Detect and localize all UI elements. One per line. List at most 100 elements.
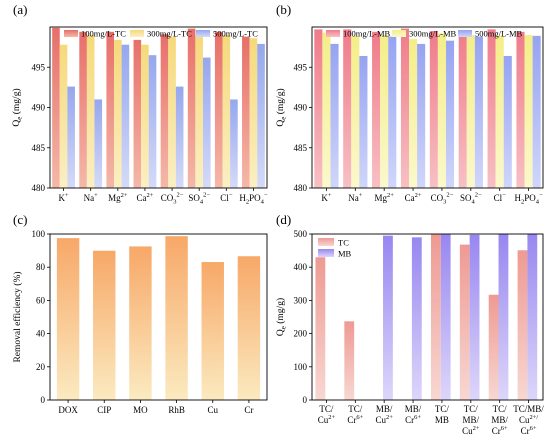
x-tick-label: CO32− <box>431 192 454 206</box>
x-tick-label: SO42− <box>188 192 210 206</box>
bar <box>516 31 525 188</box>
bar <box>409 39 418 189</box>
bar <box>160 34 169 189</box>
bar <box>488 294 499 400</box>
y-tick-label: 500 <box>294 229 308 239</box>
y-tick-label: 40 <box>36 329 46 339</box>
bar <box>527 234 538 400</box>
x-tick-label: Cl− <box>494 192 507 203</box>
y-tick-label: 480 <box>32 183 46 193</box>
legend-swatch <box>196 30 210 37</box>
x-tick-label: CO32− <box>161 192 184 206</box>
bar <box>165 236 188 400</box>
x-tick-label: MB/ <box>376 404 393 414</box>
y-tick-label: 0 <box>41 395 46 405</box>
bar <box>359 55 368 189</box>
plot-frame <box>311 233 544 401</box>
y-axis-label: Removal efficiency (%) <box>12 271 23 362</box>
bar <box>524 35 533 188</box>
x-tick-label: CIP <box>97 405 111 415</box>
legend-label: 100mg/L-TC <box>81 29 126 39</box>
x-tick-label: MB/ <box>463 415 480 425</box>
bar <box>237 256 261 400</box>
y-tick-label: 490 <box>32 103 46 113</box>
x-tick-label: H2PO4− <box>239 192 268 206</box>
bar <box>343 29 352 188</box>
x-tick-label: Cr6+ <box>347 414 363 425</box>
y-tick-label: 20 <box>36 362 46 372</box>
x-tick-label: Mg2+ <box>374 192 394 203</box>
x-tick-label: Cr6+ <box>405 414 421 425</box>
bar <box>129 246 152 400</box>
bar <box>187 28 196 188</box>
legend-label: 500mg/L-TC <box>213 29 258 39</box>
bar <box>351 35 360 189</box>
bar <box>106 31 115 188</box>
x-tick-label: TC/ <box>348 404 363 414</box>
legend-label: MB <box>338 249 352 259</box>
bar <box>175 86 184 188</box>
bar <box>93 250 116 400</box>
x-tick-label: MB/ <box>405 404 422 414</box>
plot-frame <box>49 233 268 401</box>
bar <box>121 44 130 189</box>
bar <box>495 35 504 189</box>
x-tick-label: Cr6+ <box>521 425 537 436</box>
bar <box>114 39 122 188</box>
x-tick-label: Na+ <box>348 192 363 203</box>
y-tick-label: 300 <box>294 295 308 305</box>
legend-label: 500mg/L-MB <box>475 29 523 39</box>
legend-label: 100mg/L-MB <box>343 29 391 39</box>
legend-swatch <box>130 30 144 37</box>
legend-label: 300mg/L-MB <box>409 29 457 39</box>
x-tick-label: SO42− <box>460 192 482 206</box>
bar <box>214 31 223 188</box>
y-tick-label: 485 <box>32 143 46 153</box>
bar <box>474 36 483 188</box>
bar <box>242 36 250 188</box>
y-tick-label: 490 <box>294 103 308 113</box>
panel-label: (c) <box>13 212 27 227</box>
bar <box>487 29 496 188</box>
y-axis-label: Qe (mg/g) <box>275 88 288 126</box>
x-tick-label: H2PO4− <box>514 192 543 206</box>
x-tick-label: Cl− <box>220 192 233 203</box>
legend-swatch <box>392 30 406 37</box>
x-tick-label: TC/MB/ <box>513 404 544 414</box>
x-tick-label: TC/ <box>464 404 479 414</box>
bar <box>469 234 480 400</box>
bar <box>429 31 438 189</box>
x-tick-label: MB <box>435 415 449 425</box>
bar <box>314 29 323 188</box>
bar <box>86 35 95 188</box>
bar <box>195 35 203 189</box>
bar <box>168 36 176 188</box>
bar <box>141 44 149 189</box>
bar <box>67 86 75 188</box>
y-tick-label: 0 <box>303 395 308 405</box>
y-axis-label: Qe (mg/g) <box>11 88 24 126</box>
x-tick-label: MO <box>133 405 148 415</box>
bar <box>230 99 238 188</box>
bar <box>56 238 80 400</box>
y-tick-label: 485 <box>294 143 308 153</box>
x-tick-label: TC/ <box>319 404 334 414</box>
x-tick-label: Ca2+ <box>405 192 422 203</box>
plot-frame <box>311 26 544 189</box>
bar <box>330 43 339 188</box>
legend-label: TC <box>338 238 349 248</box>
legend-swatch <box>326 30 340 37</box>
y-tick-label: 60 <box>36 295 46 305</box>
bar <box>94 99 103 188</box>
bar <box>400 28 410 188</box>
x-tick-label: Cu2+ <box>318 414 336 425</box>
x-tick-label: K+ <box>58 192 69 203</box>
x-tick-label: Mg2+ <box>108 192 128 203</box>
bar <box>222 35 231 188</box>
bar <box>372 31 381 188</box>
bar <box>466 35 475 188</box>
y-tick-label: 495 <box>294 62 308 72</box>
x-tick-label: Cu2+ <box>375 414 393 425</box>
x-tick-label: Cr <box>244 405 253 415</box>
